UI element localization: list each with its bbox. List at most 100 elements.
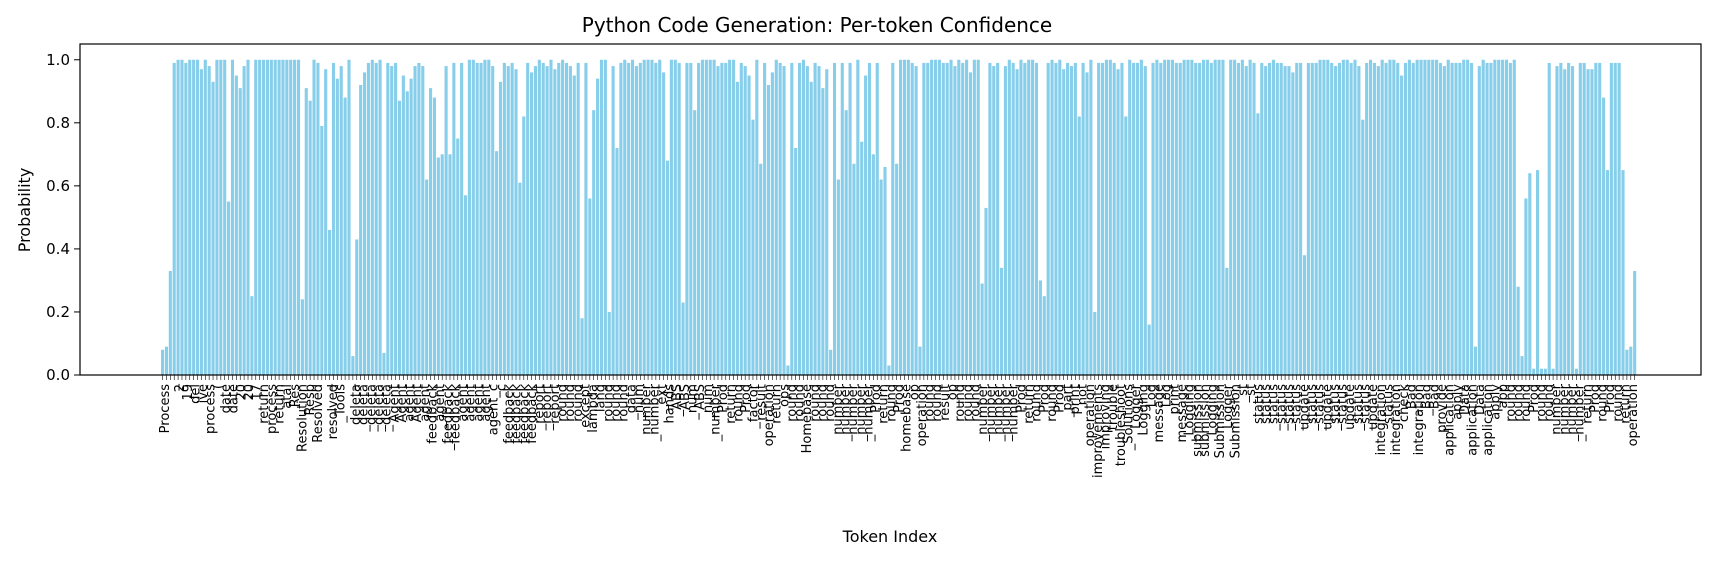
x-tick-label: _deleta [364,384,379,432]
token-bar [716,66,720,375]
token-bar [1539,368,1543,375]
token-bar [596,78,600,376]
token-bar [681,302,685,375]
token-bar [1271,59,1275,375]
token-bar [491,66,495,375]
token-bar [188,59,192,375]
token-bar [1003,66,1007,375]
y-tick-label: 0.2 [46,303,70,321]
x-tick-label: number [1007,383,1022,434]
token-bar [409,78,413,376]
token-bar [1590,69,1594,375]
token-bar [1337,62,1342,375]
token-bar [440,154,444,375]
token-bar [1066,62,1070,375]
token-bar [1073,62,1077,375]
token-bar [1497,59,1501,375]
token-bar [1602,97,1606,375]
token-bar [293,59,297,375]
token-bar [930,59,934,375]
x-tick-label: _status [1359,384,1374,432]
token-bar [331,62,336,375]
x-tick-label: round [953,384,968,422]
token-bar [848,62,852,375]
x-tick-label: ive [196,384,211,403]
token-bar [557,62,561,375]
x-tick-label: ops [777,384,792,407]
token-bar [1085,72,1089,376]
token-bar [312,59,316,375]
token-bar [1174,62,1178,375]
x-tick-label: application [1443,384,1458,456]
token-bar [918,346,922,375]
x-tick-label: op [907,384,922,400]
token-bar [285,59,289,375]
token-bar [184,62,188,375]
x-tick-label: Prod [1588,384,1603,413]
token-bar [984,207,988,375]
token-bar [1124,116,1128,375]
x-tick-label: round [1534,384,1549,422]
chart-title: Python Code Generation: Per-token Confid… [582,13,1052,37]
token-bar [1042,296,1046,375]
x-tick-label: return [877,384,892,424]
token-bar [766,84,771,375]
token-bar [1396,62,1400,375]
x-tick-label: _agent [433,384,448,429]
x-tick-label: Logger [1129,383,1144,428]
token-bar [1306,62,1310,375]
token-bar [650,59,654,375]
token-bar [1217,59,1221,375]
token-bar [809,81,813,375]
token-bar [545,66,549,375]
token-bar [343,97,347,375]
token-bar [335,78,339,376]
x-tick-label: homebase [900,384,915,452]
token-bar [421,66,425,375]
x-tick-label: round [609,384,624,422]
token-bar [949,59,953,375]
token-bar [743,66,747,375]
x-tick-label: _number [861,383,876,442]
token-bar [689,62,693,375]
token-bar [487,59,491,375]
token-bar [592,110,596,375]
x-tick-label: Logging [1137,384,1152,436]
token-bar [584,62,588,375]
token-bar [219,59,223,375]
x-tick-label: _status [1290,384,1305,432]
token-bar [941,62,945,375]
x-tick-label: _ABS [670,384,685,417]
token-bar [1574,368,1578,375]
x-tick-label: feedback [525,384,540,444]
token-bar [1454,62,1458,375]
token-bar [1625,349,1629,375]
x-tick-label: agent [456,384,471,422]
token-bar [1559,62,1563,375]
x-tick-label: round [1596,384,1611,422]
x-tick-label: update [1297,384,1312,430]
token-bar [871,154,875,375]
token-bar [1438,62,1443,375]
token-bar [801,59,805,375]
token-bar [1233,59,1237,375]
x-tick-label: round [571,384,586,422]
token-bar [1407,59,1411,375]
token-bar [669,59,673,375]
x-tick-label: Agent [395,384,410,422]
token-bar [1015,69,1019,375]
token-bar [673,59,677,375]
x-tick-label: round [816,384,831,422]
token-bar [1621,170,1625,375]
token-bar [1493,59,1497,375]
token-bar [933,59,938,375]
token-bar [479,62,483,375]
token-bar [261,59,266,375]
token-bar [988,62,992,375]
token-bar [1159,62,1163,375]
token-bar [1155,59,1159,375]
x-tick-label: round [968,384,983,422]
x-tick-label: deleta [349,384,364,425]
x-tick-label: status [1251,384,1266,424]
x-tick-label: round [556,384,571,422]
